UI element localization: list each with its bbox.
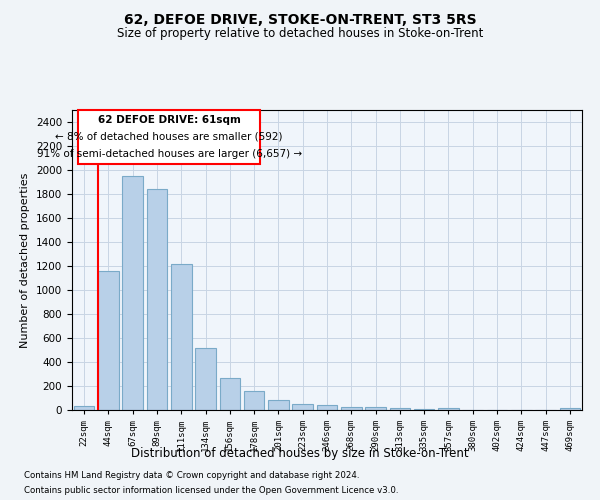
- Bar: [341, 407, 362, 410]
- Bar: [74, 406, 94, 410]
- Bar: [220, 378, 240, 410]
- Text: 62 DEFOE DRIVE: 61sqm: 62 DEFOE DRIVE: 61sqm: [98, 114, 241, 124]
- Text: 91% of semi-detached houses are larger (6,657) →: 91% of semi-detached houses are larger (…: [37, 150, 302, 160]
- Y-axis label: Number of detached properties: Number of detached properties: [20, 172, 31, 348]
- Bar: [195, 348, 216, 410]
- Bar: [438, 408, 459, 410]
- Bar: [292, 404, 313, 410]
- Text: ← 8% of detached houses are smaller (592): ← 8% of detached houses are smaller (592…: [55, 132, 283, 142]
- Bar: [171, 264, 191, 410]
- Bar: [122, 176, 143, 410]
- Bar: [146, 189, 167, 410]
- Bar: [414, 408, 434, 410]
- Bar: [244, 392, 265, 410]
- Bar: [268, 400, 289, 410]
- Text: Contains public sector information licensed under the Open Government Licence v3: Contains public sector information licen…: [24, 486, 398, 495]
- Bar: [560, 408, 580, 410]
- Text: Distribution of detached houses by size in Stoke-on-Trent: Distribution of detached houses by size …: [131, 448, 469, 460]
- Bar: [98, 272, 119, 410]
- Bar: [365, 407, 386, 410]
- Bar: [317, 404, 337, 410]
- Text: Contains HM Land Registry data © Crown copyright and database right 2024.: Contains HM Land Registry data © Crown c…: [24, 471, 359, 480]
- Bar: [389, 408, 410, 410]
- Text: Size of property relative to detached houses in Stoke-on-Trent: Size of property relative to detached ho…: [117, 28, 483, 40]
- Text: 62, DEFOE DRIVE, STOKE-ON-TRENT, ST3 5RS: 62, DEFOE DRIVE, STOKE-ON-TRENT, ST3 5RS: [124, 12, 476, 26]
